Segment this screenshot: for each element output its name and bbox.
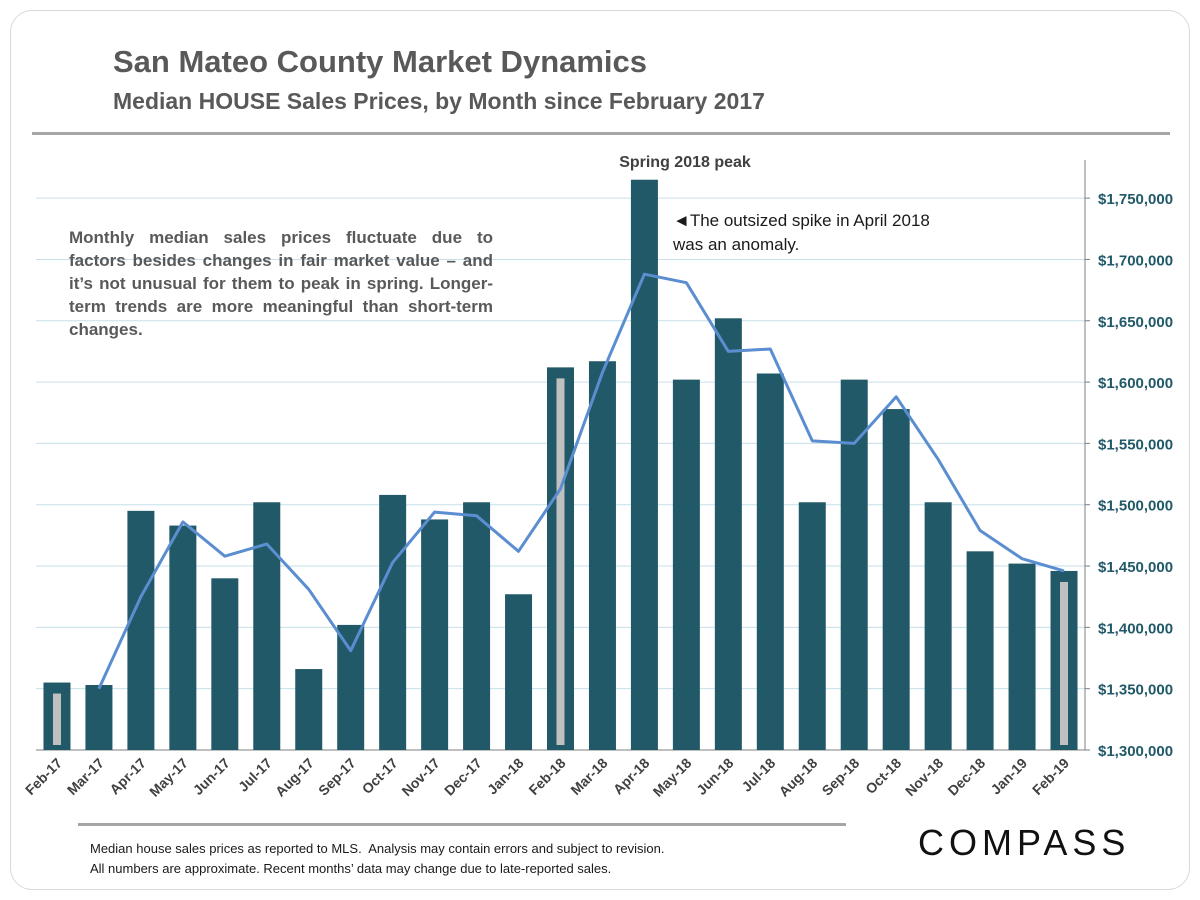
x-tick-label: Apr-18: [610, 755, 653, 798]
x-tick-label: Mar-17: [64, 755, 107, 798]
bar: [840, 379, 868, 750]
bar: [966, 551, 994, 750]
x-tick-label: Jun-18: [693, 755, 736, 798]
x-tick-label: Jul-17: [235, 755, 275, 795]
footer-note-line-2: All numbers are approximate. Recent mont…: [90, 861, 612, 876]
bar: [505, 594, 533, 750]
trend-line: [97, 272, 1065, 690]
x-tick-label: Feb-17: [22, 755, 65, 798]
highlight-bar: [556, 378, 565, 745]
y-tick-label: $1,350,000: [1098, 682, 1173, 699]
x-tick-label: Mar-18: [567, 755, 610, 798]
bar: [630, 179, 658, 750]
bar: [798, 502, 826, 750]
bar: [337, 624, 365, 750]
peak-label: Spring 2018 peak: [619, 154, 751, 171]
spike-note-line-1: ◄The outsized spike in April 2018: [673, 211, 930, 230]
x-tick-label: Jan-18: [484, 755, 527, 798]
bar: [211, 578, 239, 750]
bar: [379, 494, 407, 750]
spike-note: ◄The outsized spike in April 2018 was an…: [673, 209, 993, 257]
highlight-bar: [1060, 581, 1069, 745]
x-tick-label: Jun-17: [190, 755, 233, 798]
x-tick-label: Aug-17: [272, 755, 317, 800]
bar: [756, 373, 784, 750]
y-tick-label: $1,550,000: [1098, 436, 1173, 453]
fluctuation-note: Monthly median sales prices fluctuate du…: [69, 228, 493, 339]
spike-note-line-2: was an anomaly.: [673, 235, 800, 254]
header-divider: [32, 132, 1170, 135]
chart-title: San Mateo County Market Dynamics: [113, 44, 648, 79]
highlight-bar: [52, 693, 61, 745]
bar: [882, 409, 910, 750]
y-tick-label: $1,450,000: [1098, 559, 1173, 576]
bar: [127, 510, 155, 750]
compass-logo: COMPASS: [918, 822, 1131, 863]
x-tick-label: Aug-18: [776, 755, 821, 800]
y-tick-label: $1,500,000: [1098, 498, 1173, 515]
y-tick-label: $1,650,000: [1098, 314, 1173, 331]
footer-note: Median house sales prices as reported to…: [90, 839, 664, 879]
x-tick-label: Dec-17: [441, 755, 485, 799]
x-tick-label: Sep-17: [315, 755, 359, 799]
y-tick-label: $1,300,000: [1098, 743, 1173, 760]
bar: [85, 685, 113, 750]
bar: [463, 502, 491, 750]
bar: [588, 361, 616, 750]
x-tick-label: Apr-17: [106, 755, 149, 798]
bar: [295, 669, 323, 750]
bar: [421, 519, 449, 750]
bar: [253, 502, 281, 750]
x-tick-label: Jul-18: [738, 755, 778, 795]
x-tick-label: Nov-17: [398, 755, 442, 799]
chart-subtitle: Median HOUSE Sales Prices, by Month sinc…: [113, 88, 765, 114]
y-tick-label: $1,750,000: [1098, 191, 1173, 208]
footer-note-line-1: Median house sales prices as reported to…: [90, 841, 665, 856]
y-tick-label: $1,700,000: [1098, 252, 1173, 269]
x-tick-label: May-18: [650, 755, 695, 800]
x-tick-label: Jan-19: [988, 755, 1031, 798]
x-tick-label: Feb-19: [1029, 755, 1072, 798]
bar: [672, 379, 700, 750]
bar: [924, 502, 952, 750]
bar: [714, 318, 742, 750]
x-tick-label: Nov-18: [902, 755, 946, 799]
bar: [1008, 563, 1036, 750]
x-tick-label: Oct-17: [359, 755, 401, 797]
y-tick-label: $1,600,000: [1098, 375, 1173, 392]
x-tick-label: May-17: [146, 755, 191, 800]
bar: [169, 525, 197, 750]
y-tick-label: $1,400,000: [1098, 620, 1173, 637]
footer-divider: [78, 823, 846, 826]
x-tick-label: Feb-18: [525, 755, 568, 798]
x-tick-label: Sep-18: [819, 755, 863, 799]
x-tick-label: Dec-18: [944, 755, 988, 799]
x-tick-label: Oct-18: [862, 755, 904, 797]
